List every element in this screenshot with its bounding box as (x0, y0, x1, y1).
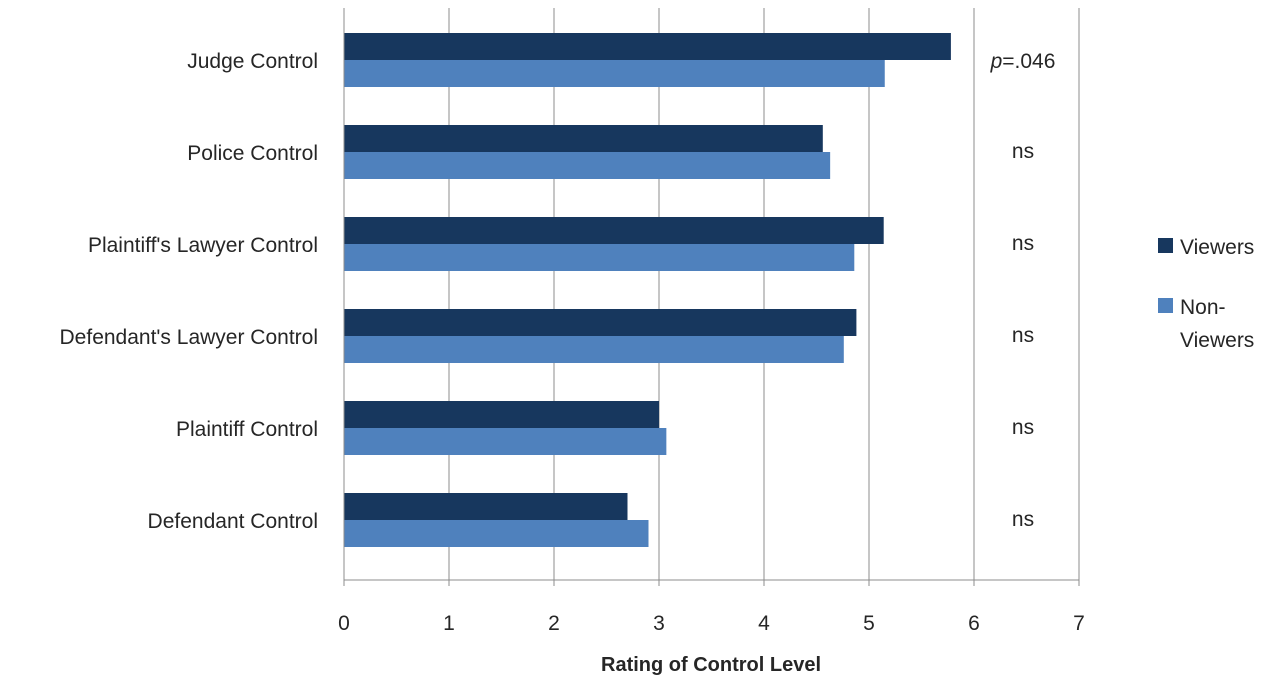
significance-label: ns (1012, 416, 1034, 439)
bar-viewers (344, 309, 857, 336)
significance-value: ns (1012, 416, 1034, 439)
significance-label: ns (1012, 324, 1034, 347)
significance-value: =.046 (1002, 50, 1055, 73)
bars (344, 33, 951, 547)
category-label: Defendant Control (148, 510, 318, 533)
legend: Viewers Non- Viewers (1158, 236, 1254, 352)
x-tick-label: 5 (863, 612, 875, 635)
bar-viewers (344, 33, 951, 60)
category-label: Judge Control (187, 50, 318, 73)
significance-annotations: p=.046 ns ns ns ns ns (990, 50, 1056, 531)
x-tick-label: 6 (968, 612, 980, 635)
bar-non-viewers (344, 428, 667, 455)
significance-label: ns (1012, 232, 1034, 255)
legend-label: Non- (1180, 296, 1226, 319)
legend-label: Viewers (1180, 329, 1254, 352)
significance-value: ns (1012, 140, 1034, 163)
bar-non-viewers (344, 520, 649, 547)
bar-viewers (344, 217, 884, 244)
bar-viewers (344, 493, 628, 520)
x-tick-label: 3 (653, 612, 665, 635)
x-tick-label: 1 (443, 612, 455, 635)
significance-label: ns (1012, 508, 1034, 531)
significance-label: p=.046 (990, 50, 1056, 73)
tick-labels: 0 1 2 3 4 5 6 7 (338, 612, 1085, 635)
significance-value: ns (1012, 508, 1034, 531)
category-label: Defendant's Lawyer Control (60, 326, 318, 349)
x-tick-label: 2 (548, 612, 560, 635)
bar-non-viewers (344, 244, 855, 271)
significance-label: ns (1012, 140, 1034, 163)
bar-non-viewers (344, 152, 831, 179)
significance-value: ns (1012, 232, 1034, 255)
x-axis-label: Rating of Control Level (601, 654, 821, 676)
category-label: Plaintiff's Lawyer Control (88, 234, 318, 257)
x-tick-label: 7 (1073, 612, 1085, 635)
category-label: Plaintiff Control (176, 418, 318, 441)
x-tick-label: 4 (758, 612, 770, 635)
legend-label: Viewers (1180, 236, 1254, 259)
p-value-prefix: p (990, 50, 1003, 73)
legend-swatch (1158, 298, 1173, 313)
gridlines (448, 8, 1080, 580)
bar-viewers (344, 125, 823, 152)
category-label: Police Control (187, 142, 318, 165)
bar-viewers (344, 401, 659, 428)
category-labels: Judge Control Police Control Plaintiff's L… (60, 50, 318, 533)
x-tick-label: 0 (338, 612, 350, 635)
axes (343, 8, 1080, 586)
bar-non-viewers (344, 60, 885, 87)
legend-swatch (1158, 238, 1173, 253)
bar-non-viewers (344, 336, 844, 363)
significance-value: ns (1012, 324, 1034, 347)
